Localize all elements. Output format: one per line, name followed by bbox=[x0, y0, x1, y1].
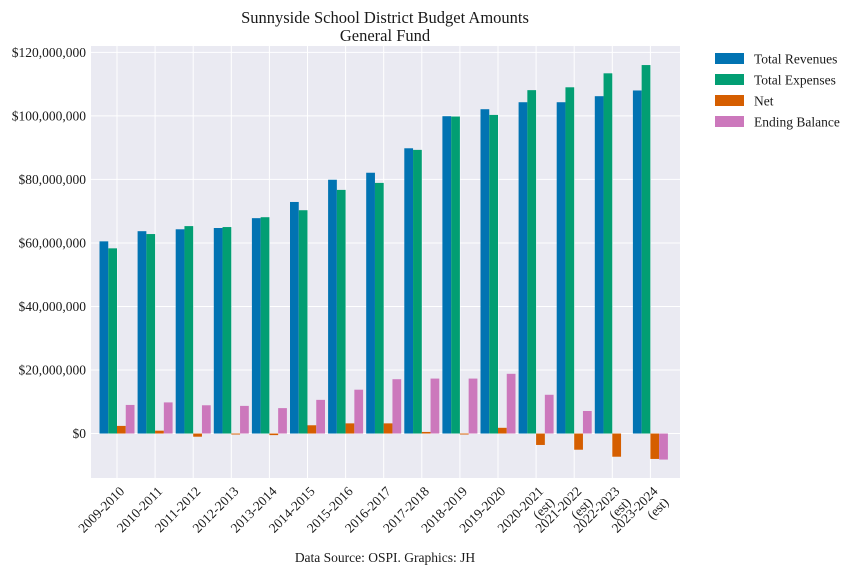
bar-net bbox=[498, 427, 507, 434]
bar-total-revenues bbox=[518, 102, 528, 434]
bar-total-expenses bbox=[336, 189, 346, 434]
bar-total-revenues bbox=[328, 179, 337, 434]
bar-ending-balance bbox=[354, 389, 364, 434]
legend-label: Net bbox=[754, 94, 774, 109]
bar-net bbox=[421, 431, 431, 434]
bar-total-expenses bbox=[374, 182, 384, 434]
source-note: Data Source: OSPI. Graphics: JH bbox=[295, 550, 476, 565]
bar-total-revenues bbox=[99, 241, 109, 434]
bar-total-revenues bbox=[175, 229, 185, 434]
y-axis: $0 $20,000,000 $40,000,000 $60,000,000 $80,0… bbox=[12, 45, 87, 441]
bar-ending-balance bbox=[430, 378, 440, 434]
bar-total-revenues bbox=[404, 148, 414, 434]
bar-total-expenses bbox=[298, 210, 308, 434]
chart-title: Sunnyside School District Budget Amounts bbox=[241, 8, 529, 27]
bar-ending-balance bbox=[659, 433, 668, 460]
bar-net bbox=[193, 433, 202, 437]
bar-net bbox=[459, 433, 469, 435]
bar-ending-balance bbox=[582, 410, 592, 434]
bar-net bbox=[269, 433, 279, 436]
legend-swatch bbox=[715, 116, 744, 127]
bar-total-expenses bbox=[451, 116, 460, 434]
bar-net bbox=[117, 425, 126, 434]
legend-label: Ending Balance bbox=[754, 115, 840, 130]
bar-total-revenues bbox=[442, 116, 452, 434]
bar-net bbox=[231, 433, 241, 435]
bars bbox=[99, 65, 668, 460]
bar-total-expenses bbox=[603, 73, 613, 434]
bar-total-revenues bbox=[480, 109, 490, 434]
bar-ending-balance bbox=[240, 405, 249, 434]
bar-total-expenses bbox=[222, 227, 232, 434]
bar-net bbox=[612, 433, 622, 457]
legend-label: Total Revenues bbox=[754, 52, 837, 67]
legend-swatch bbox=[715, 74, 744, 85]
bar-total-expenses bbox=[565, 87, 575, 434]
legend-swatch bbox=[715, 53, 744, 64]
bar-ending-balance bbox=[468, 378, 478, 434]
chart-subtitle: General Fund bbox=[340, 26, 431, 45]
y-tick-label: $100,000,000 bbox=[12, 108, 87, 123]
bar-net bbox=[307, 425, 317, 434]
bar-ending-balance bbox=[163, 402, 173, 434]
bar-net bbox=[574, 433, 583, 450]
bar-ending-balance bbox=[201, 405, 211, 434]
bar-total-revenues bbox=[213, 228, 223, 434]
bar-total-expenses bbox=[489, 114, 498, 434]
y-tick-label: $40,000,000 bbox=[19, 299, 87, 314]
bar-total-expenses bbox=[184, 226, 194, 434]
bar-total-revenues bbox=[251, 218, 261, 434]
bar-total-expenses bbox=[108, 248, 117, 434]
bar-total-revenues bbox=[556, 102, 566, 434]
y-tick-label: $120,000,000 bbox=[12, 45, 87, 60]
bar-net bbox=[650, 433, 660, 459]
bar-total-revenues bbox=[137, 231, 147, 434]
y-tick-label: $80,000,000 bbox=[19, 172, 87, 187]
bar-total-expenses bbox=[641, 65, 651, 434]
bar-total-revenues bbox=[632, 90, 642, 434]
bar-total-expenses bbox=[260, 217, 270, 434]
bar-net bbox=[345, 423, 355, 434]
bar-ending-balance bbox=[125, 404, 135, 434]
x-axis: 2009-20102010-20112011-20122012-20132013… bbox=[75, 483, 671, 535]
legend-swatch bbox=[715, 95, 744, 106]
bar-total-revenues bbox=[594, 96, 604, 434]
bar-ending-balance bbox=[278, 408, 287, 434]
y-tick-label: $60,000,000 bbox=[19, 235, 87, 250]
bar-total-expenses bbox=[413, 149, 422, 434]
legend: Total Revenues Total Expenses Net Ending Ba… bbox=[715, 52, 840, 130]
bar-total-revenues bbox=[366, 172, 375, 434]
bar-total-revenues bbox=[290, 201, 299, 434]
bar-net bbox=[536, 433, 545, 445]
bar-ending-balance bbox=[316, 399, 325, 434]
y-tick-label: $0 bbox=[73, 426, 87, 441]
legend-label: Total Expenses bbox=[754, 73, 836, 88]
bar-total-expenses bbox=[146, 234, 156, 434]
bar-ending-balance bbox=[544, 394, 554, 434]
bar-total-expenses bbox=[527, 90, 537, 434]
bar-net bbox=[155, 430, 164, 434]
bar-ending-balance bbox=[506, 373, 516, 434]
bar-net bbox=[383, 423, 393, 434]
y-tick-label: $20,000,000 bbox=[19, 363, 87, 378]
bar-ending-balance bbox=[392, 379, 402, 434]
